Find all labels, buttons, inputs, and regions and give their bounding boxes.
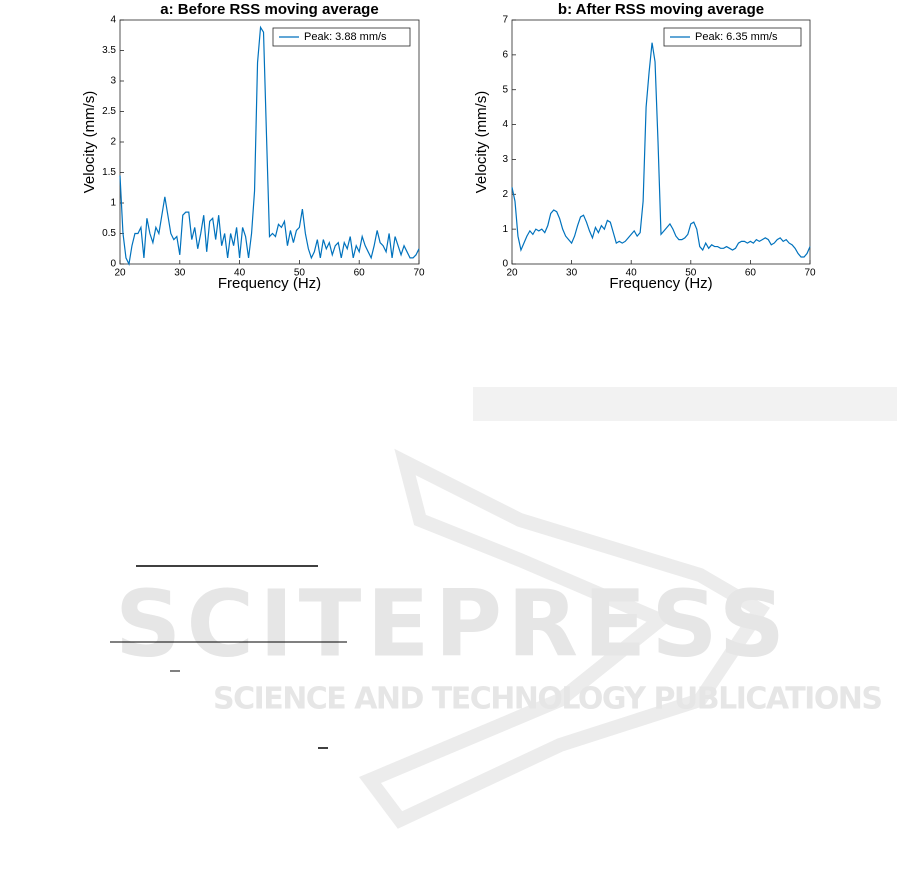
y-tick-label: 6: [502, 49, 508, 60]
y-tick-label: 2.5: [102, 106, 116, 117]
data-line: [511, 42, 811, 258]
y-axis-label: Velocity (mm/s): [81, 91, 98, 194]
x-tick-label: 50: [685, 268, 697, 279]
y-tick-label: 2: [502, 189, 508, 200]
y-tick-label: 3.5: [102, 45, 116, 56]
legend-label: Peak: 6.35 mm/s: [695, 31, 778, 43]
y-tick-label: 0: [110, 259, 116, 270]
y-tick-label: 7: [502, 15, 508, 26]
x-tick-label: 30: [174, 268, 186, 279]
watermark-name: SCITEPRESS: [115, 570, 785, 677]
x-tick-label: 40: [626, 268, 638, 279]
y-tick-label: 0: [502, 259, 508, 270]
x-axis-label: Frequency (Hz): [218, 275, 321, 292]
chart-title: a: Before RSS moving average: [160, 1, 378, 18]
x-tick-label: 20: [114, 268, 126, 279]
x-tick-label: 60: [745, 268, 757, 279]
watermark-tagline: SCIENCE AND TECHNOLOGY PUBLICATIONS: [213, 682, 883, 717]
y-tick-label: 3: [502, 154, 508, 165]
legend-box: [272, 27, 411, 47]
y-tick-label: 1: [110, 198, 116, 209]
x-tick-label: 40: [234, 268, 246, 279]
y-tick-label: 1: [502, 224, 508, 235]
y-tick-label: 2: [110, 137, 116, 148]
x-tick-label: 60: [354, 268, 366, 279]
x-tick-label: 50: [294, 268, 306, 279]
x-tick-label: 30: [566, 268, 578, 279]
x-tick-label: 70: [413, 268, 425, 279]
y-tick-label: 4: [110, 15, 116, 26]
y-tick-label: 5: [502, 84, 508, 95]
y-tick-label: 1.5: [102, 167, 116, 178]
y-tick-label: 3: [110, 76, 116, 87]
chart-title: b: After RSS moving average: [558, 1, 764, 18]
x-tick-label: 20: [506, 268, 518, 279]
y-tick-label: 0.5: [102, 228, 116, 239]
data-line: [119, 25, 420, 266]
x-axis-label: Frequency (Hz): [609, 275, 712, 292]
legend-box: [663, 27, 802, 47]
x-tick-label: 70: [804, 268, 816, 279]
gray-bar: [473, 387, 897, 421]
legend-label: Peak: 3.88 mm/s: [304, 31, 387, 43]
y-tick-label: 4: [502, 119, 508, 130]
y-axis-label: Velocity (mm/s): [473, 91, 490, 194]
watermark-logo: [359, 448, 770, 829]
